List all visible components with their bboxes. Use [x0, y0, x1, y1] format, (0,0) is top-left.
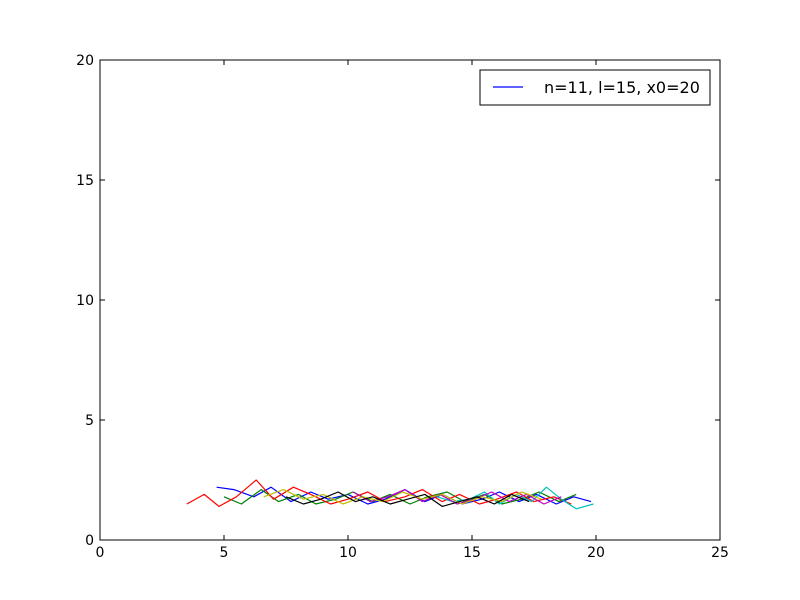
series-line-1 — [223, 489, 577, 505]
x-tick-label: 0 — [96, 545, 105, 561]
y-tick-label: 0 — [85, 533, 94, 549]
y-tick-label: 15 — [76, 173, 94, 189]
x-tick-label: 10 — [339, 545, 357, 561]
series-lines — [186, 479, 594, 510]
y-tick-label: 20 — [76, 53, 94, 69]
x-tick-label: 25 — [711, 545, 729, 561]
plot-frame — [99, 59, 721, 541]
y-axis: 0 5 10 15 20 — [76, 53, 720, 549]
legend-label: n=11, l=15, x0=20 — [544, 78, 700, 97]
series-line-5 — [263, 489, 542, 505]
y-tick-label: 5 — [85, 413, 94, 429]
x-tick-label: 15 — [463, 545, 481, 561]
x-tick-label: 5 — [220, 545, 229, 561]
y-tick-label: 10 — [76, 293, 94, 309]
x-axis: 0 5 10 15 20 25 — [96, 60, 729, 561]
legend: n=11, l=15, x0=20 — [479, 69, 711, 106]
series-line-6 — [285, 491, 530, 507]
series-line-2 — [186, 479, 572, 507]
x-tick-label: 20 — [587, 545, 605, 561]
